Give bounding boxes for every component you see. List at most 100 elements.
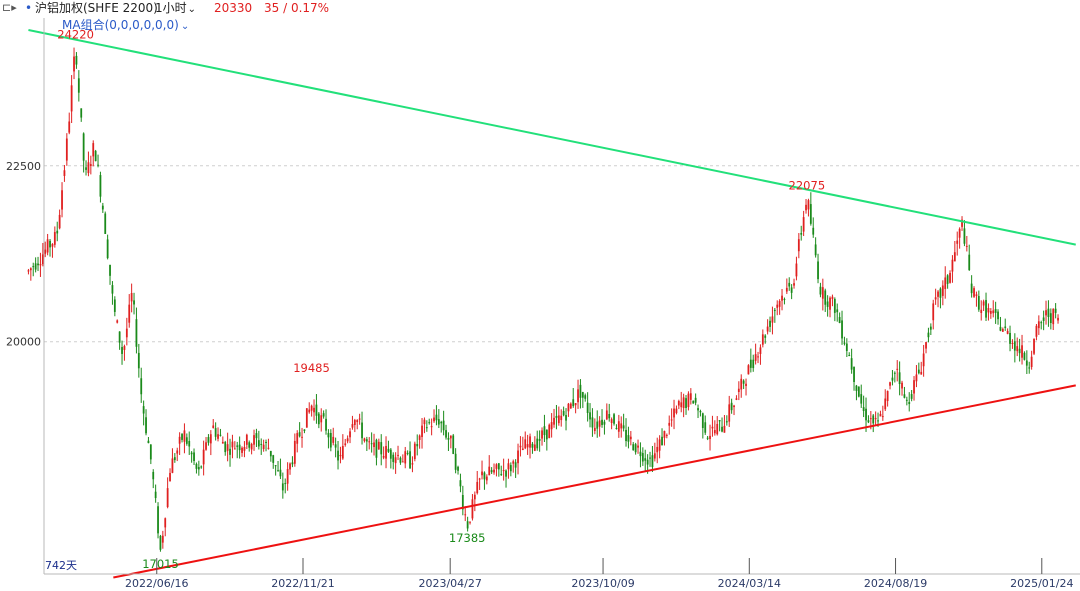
candle-body bbox=[281, 483, 284, 491]
y-tick-label: 22500 bbox=[6, 160, 41, 173]
candle-body bbox=[53, 232, 56, 245]
candle-body bbox=[457, 466, 459, 471]
candle-body bbox=[562, 410, 565, 416]
candle-body bbox=[373, 442, 375, 448]
candle-body bbox=[1054, 308, 1057, 313]
candle-body bbox=[711, 426, 714, 429]
candle-body bbox=[243, 446, 246, 451]
candle-body bbox=[709, 435, 711, 440]
candle-body bbox=[245, 434, 248, 445]
candle-body bbox=[169, 472, 171, 482]
candle-body bbox=[442, 420, 445, 431]
ma-indicator-selector[interactable]: MA组合(0,0,0,0,0,0) ⌄ bbox=[62, 17, 189, 35]
candle-body bbox=[509, 465, 512, 472]
candle-body bbox=[221, 441, 224, 444]
candle-body bbox=[850, 358, 853, 370]
candle-body bbox=[826, 301, 829, 307]
candle-body bbox=[1023, 352, 1026, 360]
interval-selector[interactable]: 1小时⌄ bbox=[155, 0, 196, 18]
candle-body bbox=[473, 494, 476, 500]
candle-body bbox=[375, 439, 378, 458]
candle-body bbox=[1040, 322, 1043, 324]
candle-body bbox=[325, 418, 327, 431]
x-tick-label: 2025/01/24 bbox=[1010, 577, 1073, 590]
candle-body bbox=[795, 263, 798, 277]
candle-body bbox=[224, 441, 227, 453]
candle-body bbox=[411, 463, 414, 465]
candle-body bbox=[226, 444, 229, 451]
candle-body bbox=[1035, 325, 1038, 337]
panel-menu-icon[interactable]: ⊏▸ bbox=[2, 1, 17, 14]
candle-body bbox=[730, 402, 733, 411]
candle-body bbox=[817, 261, 819, 280]
candle-body bbox=[819, 286, 822, 295]
candle-body bbox=[512, 461, 515, 464]
candle-body bbox=[310, 405, 313, 411]
candle-body bbox=[723, 425, 726, 433]
candle-body bbox=[118, 331, 121, 343]
candle-body bbox=[992, 310, 995, 314]
x-tick-label: 2024/03/14 bbox=[718, 577, 781, 590]
candle-body bbox=[833, 298, 836, 313]
candle-body bbox=[183, 430, 186, 442]
candle-body bbox=[171, 458, 174, 473]
candle-body bbox=[531, 443, 534, 448]
candle-body bbox=[291, 462, 294, 465]
candle-body bbox=[949, 272, 951, 283]
candle-body bbox=[953, 252, 956, 262]
candle-body bbox=[92, 143, 95, 157]
candle-body bbox=[130, 293, 133, 302]
candle-body bbox=[85, 167, 87, 170]
price-annotation-low: 17385 bbox=[449, 531, 486, 545]
candle-body bbox=[989, 311, 992, 314]
candle-body bbox=[123, 346, 126, 350]
candle-body bbox=[121, 347, 123, 354]
candle-body bbox=[214, 428, 217, 437]
candle-body bbox=[917, 369, 920, 374]
candle-body bbox=[1025, 360, 1028, 366]
candle-body bbox=[884, 398, 887, 410]
candle-body bbox=[889, 382, 891, 386]
candle-body bbox=[238, 444, 241, 451]
candle-body bbox=[478, 478, 481, 480]
candle-body bbox=[838, 317, 841, 323]
visible-range-days: 742天 bbox=[45, 559, 77, 572]
candle-body bbox=[339, 455, 342, 457]
candle-body bbox=[879, 413, 882, 417]
candle-body bbox=[586, 402, 589, 414]
candle-body bbox=[713, 430, 716, 434]
candle-body bbox=[173, 457, 176, 461]
price-annotations: 24220 17015 19485 17385 22075 bbox=[57, 28, 825, 571]
candle-body bbox=[605, 410, 608, 420]
candle-body bbox=[937, 291, 939, 297]
chart-toolbar: ⊏▸ • 沪铝加权(SHFE 2200) 1小时⌄ 20330 35 / 0.1… bbox=[0, 0, 1080, 16]
candle-body bbox=[668, 422, 671, 426]
candle-body bbox=[101, 205, 104, 210]
candle-body bbox=[526, 444, 529, 448]
candle-body bbox=[584, 395, 587, 399]
candle-body bbox=[622, 425, 625, 429]
candle-body bbox=[351, 424, 354, 428]
candle-body bbox=[449, 435, 452, 439]
instrument-title[interactable]: 沪铝加权(SHFE 2200) bbox=[35, 1, 158, 15]
candle-body bbox=[305, 408, 308, 428]
candle-body bbox=[529, 436, 531, 448]
candle-body bbox=[977, 296, 980, 310]
candle-body bbox=[565, 415, 567, 421]
candle-body bbox=[188, 440, 191, 447]
candle-body bbox=[771, 316, 774, 323]
candle-body bbox=[613, 414, 615, 424]
candle-body bbox=[437, 419, 440, 425]
candle-body bbox=[982, 301, 985, 306]
candle-body bbox=[985, 300, 987, 318]
candle-body bbox=[725, 421, 728, 423]
candle-body bbox=[370, 443, 373, 445]
candle-body bbox=[409, 451, 411, 469]
candle-body bbox=[152, 471, 155, 480]
candle-body bbox=[248, 442, 251, 448]
candle-body bbox=[164, 518, 167, 528]
candle-body bbox=[495, 464, 498, 469]
candle-body bbox=[435, 414, 438, 421]
